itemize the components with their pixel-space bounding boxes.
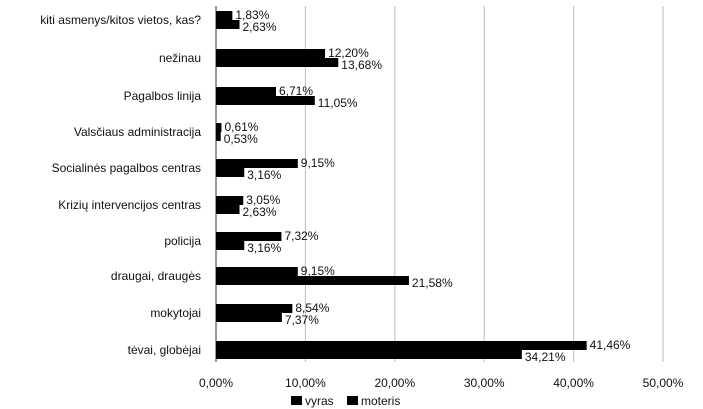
- category-label-2: Pagalbos linija: [124, 89, 202, 103]
- bar-vyras-7: [216, 267, 298, 276]
- bar-vyras-3: [216, 123, 222, 132]
- category-label-6: policija: [164, 234, 201, 248]
- bar-moteris-3: [216, 132, 221, 141]
- data-label-moteris-4: 3,16%: [247, 168, 281, 182]
- category-label-3: Valsčiaus administracija: [74, 125, 201, 139]
- bar-vyras-1: [216, 49, 326, 58]
- bar-vyras-9: [216, 341, 587, 350]
- data-label-vyras-6: 7,32%: [284, 229, 318, 243]
- bar-vyras-4: [216, 159, 298, 168]
- legend-label-vyras: vyras: [305, 394, 334, 408]
- bar-moteris-0: [216, 20, 240, 29]
- x-tick-label-5: 50,00%: [643, 376, 684, 390]
- data-label-moteris-9: 34,21%: [525, 350, 566, 364]
- bar-vyras-8: [216, 304, 293, 313]
- legend-swatch-moteris: [347, 396, 358, 405]
- data-label-moteris-7: 21,58%: [412, 276, 453, 290]
- data-label-vyras-7: 9,15%: [301, 264, 335, 278]
- category-label-0: kiti asmenys/kitos vietos, kas?: [40, 13, 201, 27]
- bar-moteris-8: [216, 313, 282, 322]
- x-tick-label-3: 30,00%: [464, 376, 505, 390]
- data-label-moteris-6: 3,16%: [247, 241, 281, 255]
- bar-moteris-7: [216, 276, 409, 285]
- x-tick-label-2: 20,00%: [374, 376, 415, 390]
- data-labels: 1,83% 12,20% 6,71% 0,61% 9,15% 3,05% 7,32% 9,15…: [224, 8, 631, 364]
- data-label-vyras-4: 9,15%: [301, 156, 335, 170]
- category-label-1: nežinau: [159, 51, 201, 65]
- bar-moteris-2: [216, 96, 315, 105]
- data-label-vyras-8: 8,54%: [295, 301, 329, 315]
- category-label-7: draugai, draugės: [111, 269, 201, 283]
- data-label-moteris-0: 2,63%: [243, 20, 277, 34]
- category-label-8: mokytojai: [150, 306, 201, 320]
- bar-vyras-2: [216, 87, 276, 96]
- data-label-moteris-2: 11,05%: [318, 96, 358, 110]
- data-label-vyras-5: 3,05%: [246, 193, 280, 207]
- x-tick-label-1: 10,00%: [285, 376, 326, 390]
- bar-moteris-9: [216, 350, 522, 359]
- data-label-vyras-2: 6,71%: [279, 84, 313, 98]
- bar-vyras-5: [216, 196, 244, 205]
- bar-moteris-5: [216, 205, 240, 214]
- bar-vyras-0: [216, 11, 233, 20]
- data-label-vyras-0: 1,83%: [235, 8, 269, 22]
- data-label-moteris-5: 2,63%: [243, 205, 277, 219]
- category-label-4: Socialinės pagalbos centras: [52, 161, 201, 175]
- legend-swatch-vyras: [291, 396, 302, 405]
- category-label-9: tėvai, globėjai: [128, 343, 201, 357]
- data-label-moteris-1: 13,68%: [341, 58, 382, 72]
- data-label-vyras-3: 0,61%: [224, 120, 258, 134]
- data-label-vyras-1: 12,20%: [328, 46, 369, 60]
- x-tick-labels: 0,00% 10,00% 20,00% 30,00% 40,00% 50,00%: [199, 376, 684, 390]
- x-tick-label-0: 0,00%: [199, 376, 233, 390]
- bars: [216, 11, 587, 359]
- data-label-moteris-3: 0,53%: [224, 132, 258, 146]
- bar-moteris-4: [216, 168, 245, 177]
- legend: vyras moteris: [291, 394, 400, 408]
- x-tick-label-4: 40,00%: [553, 376, 594, 390]
- legend-label-moteris: moteris: [361, 394, 400, 408]
- bar-moteris-6: [216, 241, 245, 250]
- data-label-vyras-9: 41,46%: [590, 338, 631, 352]
- bar-moteris-1: [216, 58, 339, 67]
- bar-vyras-6: [216, 232, 282, 241]
- category-label-5: Krizių intervencijos centras: [58, 198, 201, 212]
- category-labels: kiti asmenys/kitos vietos, kas? nežinau Pa…: [40, 13, 201, 357]
- data-label-moteris-8: 7,37%: [285, 313, 319, 327]
